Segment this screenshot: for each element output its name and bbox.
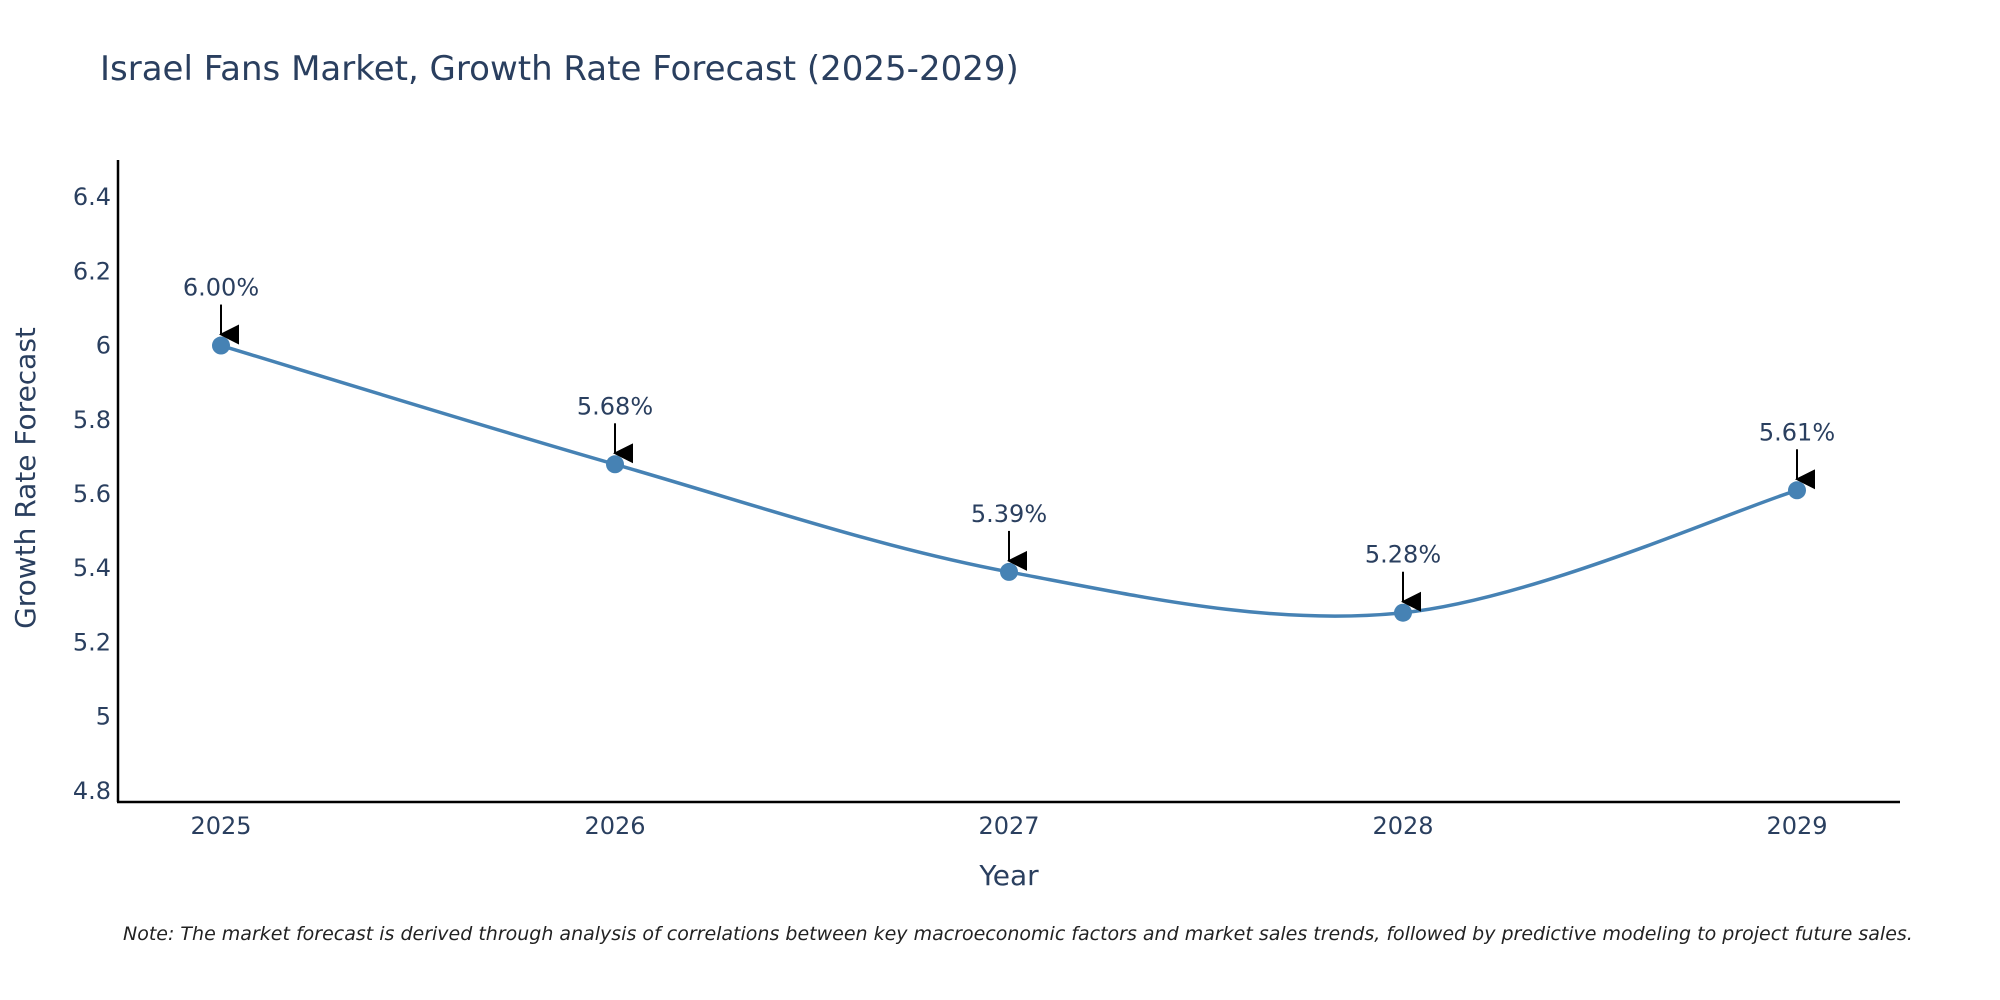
y-tick-label: 6.2 (73, 257, 111, 285)
y-tick-label: 6.4 (73, 183, 111, 211)
data-point (1788, 481, 1806, 500)
y-tick-label: 5.4 (73, 554, 111, 582)
y-tick-labels: 4.8 5 5.2 5.4 5.6 5.8 6 6.2 6.4 (73, 183, 111, 805)
data-point (606, 455, 624, 474)
x-tick-label: 2026 (584, 812, 645, 840)
y-tick-label: 6 (96, 332, 111, 360)
data-label: 5.68% (577, 392, 653, 420)
x-tick-label: 2029 (1766, 812, 1827, 840)
x-tick-labels: 2025 2026 2027 2028 2029 (190, 812, 1827, 840)
data-point (1394, 603, 1412, 622)
data-point (1000, 562, 1018, 581)
y-tick-label: 5.8 (73, 406, 111, 434)
x-tick-label: 2028 (1372, 812, 1433, 840)
data-label: 5.61% (1759, 418, 1835, 446)
x-axis-title: Year (978, 859, 1039, 892)
x-tick-label: 2025 (190, 812, 251, 840)
y-tick-label: 5.2 (73, 628, 111, 656)
y-tick-label: 5 (96, 703, 111, 731)
y-tick-label: 5.6 (73, 480, 111, 508)
y-axis-title: Growth Rate Forecast (9, 327, 42, 629)
y-tick-label: 4.8 (73, 777, 111, 805)
data-label: 5.39% (971, 500, 1047, 528)
data-annotations: 6.00% 5.68% 5.39% 5.28% 5.61% (183, 274, 1835, 612)
data-label: 6.00% (183, 274, 259, 302)
data-label: 5.28% (1365, 541, 1441, 569)
x-tick-label: 2027 (978, 812, 1039, 840)
chart-title: Israel Fans Market, Growth Rate Forecast… (100, 49, 1019, 89)
series-markers (212, 336, 1806, 622)
footnote: Note: The market forecast is derived thr… (123, 923, 1913, 945)
data-point (212, 336, 230, 355)
axes (116, 160, 1900, 804)
